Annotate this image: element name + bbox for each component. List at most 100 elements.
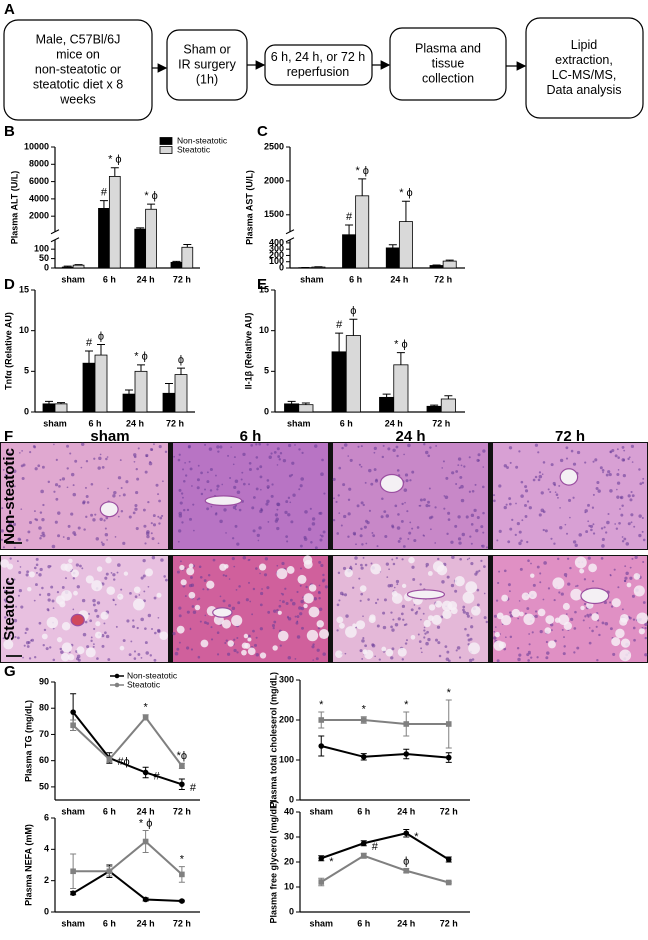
nucleus (163, 575, 166, 578)
nucleus (300, 599, 304, 604)
significance-label: * ϕ (355, 165, 369, 177)
nucleus (278, 604, 282, 608)
nucleus (506, 466, 509, 469)
nucleus (67, 524, 71, 528)
nucleus (186, 610, 190, 614)
nucleus (550, 623, 554, 627)
y-tick-label: 100 (279, 754, 294, 764)
nucleus (248, 467, 252, 471)
nucleus (565, 446, 569, 450)
y-tick-label: 200 (269, 250, 284, 260)
nucleus (285, 602, 289, 606)
nucleus (299, 544, 303, 548)
nucleus (464, 627, 467, 631)
nucleus (81, 567, 84, 570)
nucleus (631, 494, 635, 498)
significance-label: * ϕ (399, 187, 413, 199)
vacuole (100, 611, 109, 620)
nucleus (361, 543, 364, 546)
nucleus (482, 531, 485, 534)
nucleus (403, 453, 405, 456)
nucleus (251, 506, 255, 510)
nucleus (524, 489, 529, 493)
nucleus (569, 516, 571, 519)
nucleus (471, 658, 475, 661)
nucleus (202, 588, 205, 591)
vacuole (626, 582, 632, 588)
nucleus (455, 470, 459, 473)
vacuole (123, 571, 129, 576)
nucleus (103, 622, 106, 625)
vacuole (454, 576, 465, 587)
nucleus (231, 537, 235, 540)
nucleus (422, 612, 425, 615)
x-tick-label: 72 h (434, 274, 452, 284)
nucleus (177, 458, 181, 462)
nucleus (526, 607, 530, 610)
nucleus (174, 651, 179, 656)
nucleus (420, 647, 423, 650)
nucleus (96, 601, 101, 605)
nucleus (128, 653, 132, 657)
nucleus (222, 599, 226, 603)
nucleus (569, 566, 572, 570)
y-tick-label: 100 (269, 256, 284, 266)
nucleus (566, 557, 570, 560)
nucleus (101, 644, 105, 648)
nucleus (267, 610, 271, 614)
nucleus (144, 641, 148, 645)
nucleus (49, 565, 52, 567)
nucleus (52, 607, 55, 609)
nucleus (390, 656, 394, 660)
vacuole (410, 635, 416, 640)
error-bar (74, 264, 83, 266)
nucleus (559, 507, 561, 509)
nucleus (75, 657, 79, 661)
vacuole (633, 585, 645, 597)
nucleus (64, 577, 67, 580)
vacuole (221, 619, 231, 629)
nucleus (531, 631, 534, 634)
nucleus (216, 488, 219, 491)
nucleus (117, 476, 122, 480)
nucleus (263, 573, 268, 577)
nucleus (391, 647, 395, 651)
nucleus (527, 659, 530, 662)
nucleus (620, 513, 624, 517)
nucleus (607, 513, 610, 516)
nucleus (120, 486, 123, 489)
nucleus (572, 462, 577, 466)
nucleus (482, 449, 486, 453)
nucleus (38, 593, 42, 596)
nucleus (13, 485, 16, 488)
nucleus (343, 593, 348, 597)
nucleus (184, 567, 186, 570)
nucleus (563, 645, 566, 648)
nucleus (196, 598, 199, 601)
bar (174, 374, 188, 413)
nucleus (189, 628, 192, 631)
bar (345, 335, 361, 413)
vacuole (179, 564, 185, 571)
error-bar (287, 400, 296, 404)
nucleus (61, 477, 66, 481)
nucleus (518, 653, 522, 657)
nucleus (354, 556, 358, 560)
vacuole (144, 568, 154, 577)
nucleus (215, 474, 217, 477)
nucleus (157, 629, 161, 633)
nucleus (594, 458, 598, 462)
nucleus (616, 488, 618, 491)
nucleus (441, 580, 445, 584)
nucleus (233, 638, 236, 641)
nucleus (142, 508, 146, 512)
nucleus (438, 654, 442, 658)
y-tick-label: 70 (39, 729, 49, 739)
nucleus (425, 450, 429, 455)
nucleus (223, 508, 227, 512)
nucleus (47, 598, 51, 602)
nucleus (296, 635, 301, 639)
nucleus (133, 657, 137, 660)
line (320, 854, 450, 884)
